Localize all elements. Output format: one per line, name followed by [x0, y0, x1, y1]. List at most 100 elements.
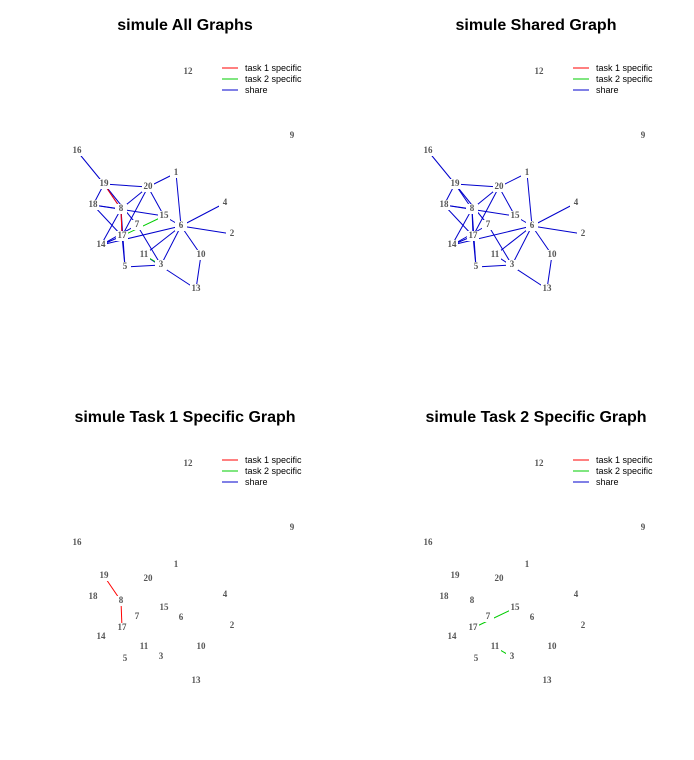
- node-bg: [526, 221, 538, 231]
- node-bg: [506, 260, 518, 270]
- node-bg: [286, 131, 298, 141]
- node-bg: [466, 596, 478, 606]
- node-bg: [219, 590, 231, 600]
- panel-title: simule Shared Graph: [456, 17, 617, 34]
- node-bg: [116, 231, 128, 241]
- node-14: 14: [448, 631, 458, 641]
- node-2: 2: [230, 620, 235, 630]
- node-bg: [577, 621, 589, 631]
- panel-title: simule Task 1 Specific Graph: [74, 409, 295, 426]
- legend-label: task 2 specific: [245, 466, 302, 476]
- node-bg: [521, 560, 533, 570]
- edge-19-20: [103, 183, 149, 188]
- node-bg: [175, 613, 187, 623]
- node-17: 17: [118, 622, 128, 632]
- edge-7-3: [487, 224, 513, 266]
- node-12: 12: [535, 66, 545, 76]
- node-7: 7: [486, 611, 491, 621]
- node-bg: [98, 571, 110, 581]
- node-3: 3: [510, 651, 515, 661]
- node-5: 5: [474, 261, 479, 271]
- node-1: 1: [174, 559, 179, 569]
- edge-6-4: [531, 202, 577, 227]
- legend-label: share: [596, 477, 619, 487]
- node-7: 7: [486, 219, 491, 229]
- node-1: 1: [525, 167, 530, 177]
- edge-16-19: [76, 150, 105, 185]
- node-bg: [489, 642, 501, 652]
- legend-label: task 1 specific: [245, 455, 302, 465]
- edge-3-6: [511, 225, 533, 266]
- legend-label: share: [245, 477, 268, 487]
- node-3: 3: [159, 651, 164, 661]
- node-9: 9: [290, 522, 295, 532]
- node-bg: [637, 523, 649, 533]
- node-bg: [493, 574, 505, 584]
- node-1: 1: [525, 559, 530, 569]
- graph-panel-all: simule All Graphs task 1 specific task 2 s…: [0, 0, 347, 368]
- node-20: 20: [495, 573, 505, 583]
- node-bg: [286, 523, 298, 533]
- node-bg: [182, 459, 194, 469]
- edge-17-5: [472, 235, 477, 268]
- edge-1-6: [175, 172, 182, 227]
- node-7: 7: [135, 611, 140, 621]
- node-18: 18: [89, 199, 99, 209]
- node-bg: [489, 250, 501, 260]
- edge-7-3: [136, 224, 162, 266]
- node-12: 12: [184, 66, 194, 76]
- node-4: 4: [574, 589, 579, 599]
- edge-18-15: [443, 204, 516, 217]
- graph-panel-task2: simule Task 2 Specific Graph task 1 speci…: [351, 392, 694, 760]
- edge-11-6: [494, 225, 533, 256]
- edge-16-19: [427, 150, 456, 185]
- edge-3-6: [160, 225, 182, 266]
- node-9: 9: [641, 130, 646, 140]
- node-19: 19: [451, 570, 461, 580]
- node-13: 13: [543, 675, 553, 685]
- node-20: 20: [495, 181, 505, 191]
- graph-panel-task1: simule Task 1 Specific Graph task 1 speci…: [0, 392, 347, 760]
- node-bg: [509, 211, 521, 221]
- node-bg: [87, 200, 99, 210]
- node-11: 11: [140, 249, 149, 259]
- node-14: 14: [448, 239, 458, 249]
- node-bg: [541, 676, 553, 686]
- edge-10-13: [195, 254, 202, 290]
- node-6: 6: [530, 220, 535, 230]
- node-3: 3: [159, 259, 164, 269]
- legend-label: task 1 specific: [596, 63, 653, 73]
- node-bg: [449, 571, 461, 581]
- panel-title: simule Task 2 Specific Graph: [425, 409, 646, 426]
- node-bg: [521, 168, 533, 178]
- node-bg: [175, 221, 187, 231]
- node-bg: [533, 459, 545, 469]
- node-bg: [637, 131, 649, 141]
- node-bg: [449, 179, 461, 189]
- edge-6-2: [531, 225, 584, 235]
- node-bg: [115, 596, 127, 606]
- node-10: 10: [197, 641, 207, 651]
- node-bg: [493, 182, 505, 192]
- legend-label: task 2 specific: [596, 466, 653, 476]
- node-10: 10: [548, 641, 558, 651]
- node-bg: [155, 652, 167, 662]
- edge-18-17: [443, 204, 474, 237]
- node-9: 9: [290, 130, 295, 140]
- node-2: 2: [581, 620, 586, 630]
- node-16: 16: [73, 537, 83, 547]
- edge-20-17: [472, 186, 500, 237]
- node-14: 14: [97, 631, 107, 641]
- node-16: 16: [424, 537, 434, 547]
- node-bg: [546, 250, 558, 260]
- node-bg: [509, 603, 521, 613]
- node-9: 9: [641, 522, 646, 532]
- node-18: 18: [89, 591, 99, 601]
- node-16: 16: [73, 145, 83, 155]
- node-bg: [533, 67, 545, 77]
- node-bg: [71, 146, 83, 156]
- node-bg: [219, 198, 231, 208]
- legend-label: task 2 specific: [245, 74, 302, 84]
- node-15: 15: [160, 602, 170, 612]
